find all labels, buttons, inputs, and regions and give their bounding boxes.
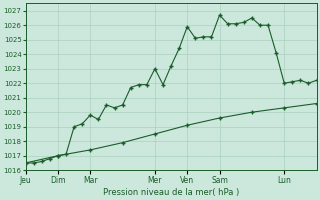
X-axis label: Pression niveau de la mer( hPa ): Pression niveau de la mer( hPa )	[103, 188, 239, 197]
